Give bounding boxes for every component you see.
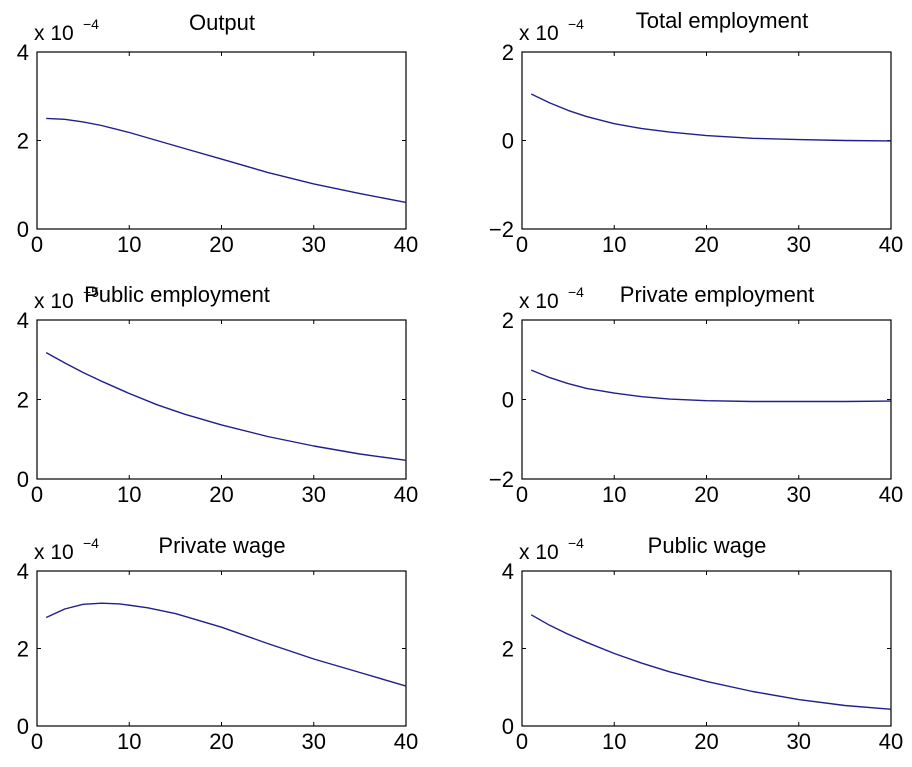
plot-area [36,570,407,727]
y-tick-label: 2 [502,40,514,65]
x-tick-label: 30 [787,482,811,507]
chart-title: Private employment [620,282,814,307]
axis-multiplier: x 10 [519,541,559,564]
chart-title: Public employment [84,282,270,307]
x-tick-label: 40 [394,232,418,257]
y-tick-label: −2 [489,467,514,492]
x-tick-label: 30 [302,482,326,507]
axis-multiplier-exponent: −4 [83,16,99,32]
x-tick-label: 10 [602,482,626,507]
axis-multiplier: x 10 [34,541,74,564]
x-tick-label: 0 [516,729,528,754]
x-tick-label: 30 [302,232,326,257]
y-tick-label: 2 [502,637,514,662]
chart-title: Public wage [648,533,767,558]
axis-multiplier: x 10 [34,290,74,313]
x-tick-label: 0 [31,232,43,257]
plot-area [521,319,892,480]
y-tick-label: −2 [489,217,514,242]
y-tick-label: 0 [17,217,29,242]
x-tick-label: 20 [694,729,718,754]
x-tick-label: 20 [209,729,233,754]
x-tick-label: 0 [516,482,528,507]
series-line [530,369,892,403]
chart-title: Private wage [158,533,285,558]
x-tick-label: 10 [117,729,141,754]
axis-multiplier-exponent: −5 [83,284,99,300]
axis-multiplier-exponent: −4 [83,535,99,551]
chart-panel-6: 0 10 20 30 40 0 2 4x 10 −4 Public wage [502,533,903,754]
x-tick-label: 0 [31,729,43,754]
x-tick-label: 40 [879,232,903,257]
axis-multiplier-exponent: −4 [568,284,584,300]
x-tick-label: 40 [879,482,903,507]
chart-title: Total employment [636,8,808,33]
x-tick-label: 30 [787,729,811,754]
x-tick-label: 10 [117,482,141,507]
x-tick-label: 10 [602,232,626,257]
chart-panel-1: 0 10 20 30 40 0 2 4x 10 −4 Output [17,10,418,257]
x-tick-label: 30 [302,729,326,754]
x-tick-label: 20 [694,482,718,507]
x-tick-label: 20 [209,232,233,257]
x-tick-label: 20 [209,482,233,507]
series-line [530,93,892,142]
x-tick-label: 10 [117,232,141,257]
x-tick-label: 10 [602,729,626,754]
axis-multiplier-exponent: −4 [568,16,584,32]
x-tick-label: 0 [516,232,528,257]
plot-area [36,51,407,230]
y-tick-label: 2 [17,637,29,662]
x-tick-label: 40 [394,729,418,754]
x-tick-label: 20 [694,232,718,257]
x-tick-label: 0 [31,482,43,507]
plot-area [36,319,407,480]
y-tick-label: 0 [502,388,514,413]
x-tick-label: 40 [879,729,903,754]
axis-multiplier: x 10 [519,22,559,45]
y-tick-label: 2 [17,388,29,413]
chart-panel-5: 0 10 20 30 40 0 2 4x 10 −4 Private wage [17,533,418,754]
y-tick-label: 0 [17,714,29,739]
x-tick-label: 30 [787,232,811,257]
y-tick-label: 4 [502,559,514,584]
y-tick-label: 0 [502,714,514,739]
plot-area [521,570,892,727]
axis-multiplier: x 10 [519,290,559,313]
series-line [530,614,892,710]
chart-title: Output [189,10,255,35]
y-tick-label: 4 [17,308,29,333]
series-line [45,351,407,461]
axis-multiplier: x 10 [34,22,74,45]
series-line [46,117,407,204]
y-tick-label: 2 [502,308,514,333]
y-tick-label: 4 [17,40,29,65]
series-line [45,602,407,687]
x-tick-label: 40 [394,482,418,507]
y-tick-label: 4 [17,559,29,584]
y-tick-label: 0 [17,467,29,492]
y-tick-label: 0 [502,129,514,154]
y-tick-label: 2 [17,129,29,154]
axis-multiplier-exponent: −4 [568,535,584,551]
